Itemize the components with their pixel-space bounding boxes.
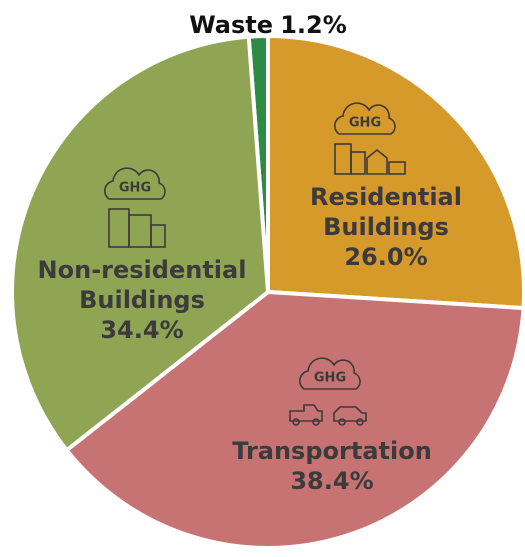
value-label: 38.4% <box>290 467 374 495</box>
pie-slice <box>63 289 525 550</box>
slices <box>10 33 525 550</box>
icon-transportation: GHG <box>289 357 367 426</box>
slice-label: Residential Buildings 26.0% <box>299 182 474 272</box>
icon-residential: GHG <box>334 102 406 175</box>
value-label: 26.0% <box>344 243 428 271</box>
pie-slice <box>10 34 271 453</box>
ghg-label: GHG <box>349 116 381 131</box>
icon-nonresidential: GHG <box>104 167 166 248</box>
slice-label: Transportation 38.4% <box>182 436 482 496</box>
ghg-label: GHG <box>314 371 346 386</box>
value-label: 1.2% <box>280 11 347 39</box>
pie-slice <box>266 33 525 311</box>
category-label: Waste <box>189 11 274 39</box>
value-label: 34.4% <box>100 316 184 344</box>
slice-label: Non-residential Buildings 34.4% <box>20 255 265 345</box>
category-label: Transportation <box>232 437 432 465</box>
category-label: Non-residential Buildings <box>37 256 247 314</box>
ghg-label: GHG <box>119 181 151 196</box>
slice-label: Waste 1.2% <box>118 10 418 40</box>
category-label: Residential Buildings <box>310 183 462 241</box>
